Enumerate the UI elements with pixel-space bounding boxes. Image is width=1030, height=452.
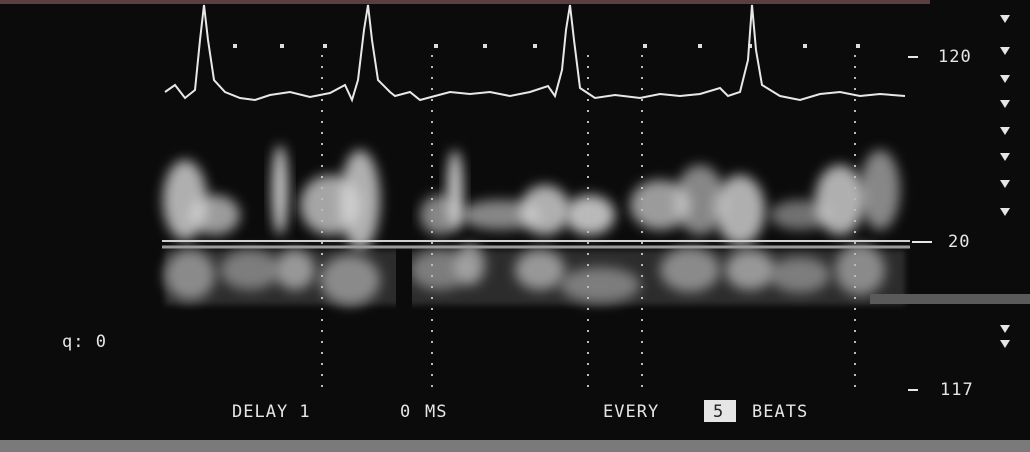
bottom-bar: [0, 440, 1030, 452]
top-tick: [434, 44, 438, 48]
top-tick: [323, 44, 327, 48]
spectral-trace: [163, 90, 905, 310]
delay-unit: MS: [425, 402, 447, 422]
right-bar: [870, 294, 1030, 304]
spectral-blob: [340, 150, 380, 250]
scale-triangle: [1000, 340, 1010, 348]
scale-triangle: [1000, 325, 1010, 333]
spectral-blob: [630, 180, 690, 230]
spectral-blob: [715, 175, 765, 245]
spectral-blob: [447, 150, 463, 230]
spectral-blob: [190, 195, 240, 235]
top-tick: [533, 44, 537, 48]
top-strip: [0, 0, 930, 4]
scale-top: 120: [938, 47, 972, 67]
top-tick: [643, 44, 647, 48]
delay-label: DELAY 1: [232, 402, 311, 422]
spectral-blob: [860, 150, 900, 230]
scale-triangle: [1000, 208, 1010, 216]
spectral-blob: [565, 195, 615, 235]
beats-box: [704, 400, 736, 422]
scale-triangle: [1000, 100, 1010, 108]
dropout: [396, 90, 412, 310]
spectral-blob: [770, 200, 830, 230]
scale-triangle: [1000, 127, 1010, 135]
top-tick: [856, 44, 860, 48]
scale-baseline: 20: [948, 232, 970, 252]
scale-triangle: [1000, 75, 1010, 83]
scale-triangle: [1000, 153, 1010, 161]
noise-band: [165, 250, 905, 305]
top-tick: [233, 44, 237, 48]
delay-value: 0: [400, 402, 411, 422]
spectral-blob: [520, 185, 570, 235]
beats-count: 5: [713, 402, 724, 422]
top-tick: [698, 44, 702, 48]
top-tick: [803, 44, 807, 48]
left-label: q: 0: [62, 332, 107, 352]
decorations: [162, 15, 1030, 395]
scale-triangle: [1000, 47, 1010, 55]
scale-bottom: 117: [940, 380, 974, 400]
beats-label: BEATS: [752, 402, 808, 422]
every-label: EVERY: [603, 402, 659, 422]
scale-triangle: [1000, 180, 1010, 188]
ecg-trace: [164, 4, 906, 103]
spectral-blob: [675, 165, 725, 235]
spectral-blob: [272, 145, 288, 235]
top-tick: [483, 44, 487, 48]
scale-triangle: [1000, 15, 1010, 23]
top-tick: [280, 44, 284, 48]
spectral-blob: [460, 200, 540, 230]
spectral-blob: [815, 165, 865, 235]
